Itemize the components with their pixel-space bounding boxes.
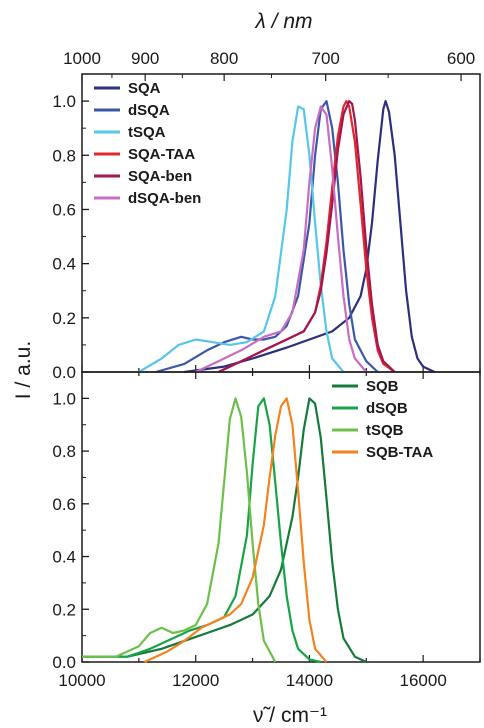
x-tick-label: 10000: [58, 671, 105, 690]
top-wavelength-axis: 1000 900 800 700 600: [63, 49, 475, 81]
legend-label: SQA: [128, 80, 161, 97]
y-tick-label: 0.6: [52, 495, 76, 514]
legend-label: SQB-TAA: [366, 444, 433, 461]
y-tick-label: 0.2: [52, 309, 76, 328]
top-tick-label: 800: [210, 49, 238, 68]
bottom-wavenumber-axis: 10000 12000 14000 16000: [58, 671, 446, 690]
series-line-sqa-ben: [218, 100, 396, 373]
y-tick-label: 0.4: [52, 548, 76, 567]
x-tick-label: 12000: [172, 671, 219, 690]
legend-label: SQA-TAA: [128, 146, 195, 163]
legend-label: tSQA: [128, 124, 166, 141]
x-axis-title: ν̃ / cm⁻¹: [253, 704, 327, 727]
legend-label: SQA-ben: [128, 168, 192, 185]
series-line-sqb-taa: [144, 397, 328, 663]
top-panel: 0.0 0.2 0.4 0.6 0.8 1.0 SQA dSQA tSQA SQA-TAA SQA-…: [52, 73, 481, 382]
top-tick-label: 1000: [63, 49, 101, 68]
y-tick-label: 1.0: [52, 389, 76, 408]
legend-label: dSQA-ben: [128, 190, 201, 207]
y-tick-label: 0.2: [52, 600, 76, 619]
top-tick-label: 600: [447, 49, 475, 68]
y-tick-label: 0.4: [52, 255, 76, 274]
series-line-dsqa-ben: [195, 105, 368, 373]
bottom-panel: 0.0 0.2 0.4 0.6 0.8 1.0 SQB dSQB tSQB SQB-TAA: [52, 371, 481, 672]
series-line-dsqb: [82, 397, 322, 664]
top-tick-label: 700: [311, 49, 339, 68]
series-line-tsqb: [82, 397, 277, 663]
legend-label: SQB: [366, 378, 399, 395]
series-line-dsqa: [155, 100, 379, 374]
legend: SQB dSQB tSQB SQB-TAA: [332, 378, 433, 461]
legend: SQA dSQA tSQA SQA-TAA SQA-ben dSQA-ben: [94, 80, 201, 207]
x-tick-label: 14000: [286, 671, 333, 690]
legend-label: tSQB: [366, 422, 404, 439]
x-tick-label: 16000: [400, 671, 447, 690]
y-tick-label: 0.8: [52, 146, 76, 165]
y-tick-label: 0.0: [52, 363, 76, 382]
y-tick-label: 0.6: [52, 200, 76, 219]
top-axis-title: λ / nm: [254, 10, 312, 33]
legend-label: dSQA: [128, 102, 170, 119]
legend-label: dSQB: [366, 400, 408, 417]
series-line-sqa: [184, 100, 435, 374]
panel-frame: [81, 371, 481, 663]
y-tick-label: 0.8: [52, 442, 76, 461]
top-tick-label: 900: [131, 49, 159, 68]
y-axis-title: I / a.u.: [12, 341, 35, 399]
y-tick-label: 0.0: [52, 653, 76, 672]
y-tick-label: 1.0: [52, 92, 76, 111]
series-line-sqb: [82, 397, 367, 663]
